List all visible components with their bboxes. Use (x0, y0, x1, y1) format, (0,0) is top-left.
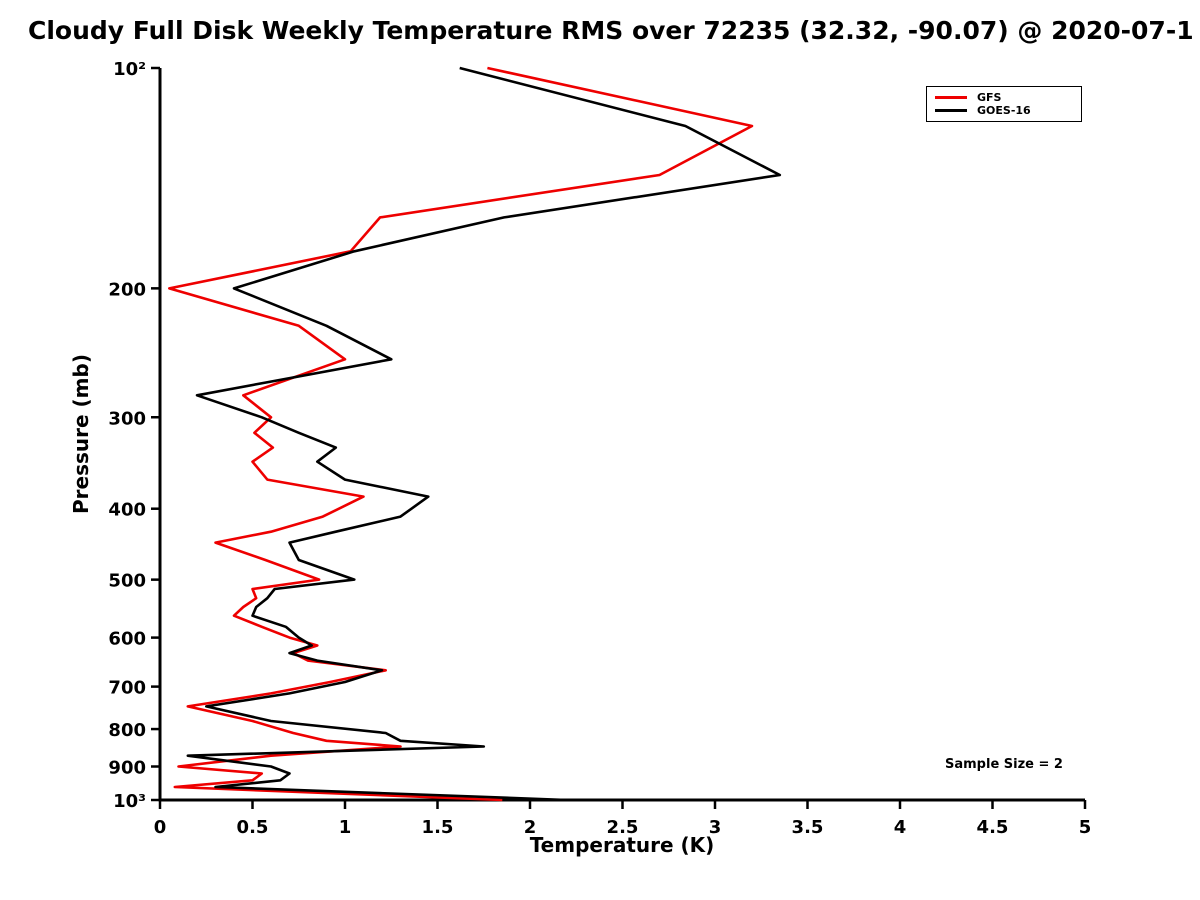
y-tick-label: 900 (108, 758, 146, 779)
y-tick-label: 300 (108, 408, 146, 429)
x-tick-label: 4.5 (977, 817, 1009, 838)
x-axis-label: Temperature (K) (530, 833, 715, 857)
y-tick-label: 200 (108, 279, 146, 300)
legend: GFS GOES-16 (926, 86, 1082, 122)
series-line-gfs (168, 66, 754, 802)
legend-entry-gfs: GFS (935, 92, 1073, 103)
legend-label-goes16: GOES-16 (977, 104, 1031, 118)
x-tick-label: 1 (339, 817, 352, 838)
chart-title: Cloudy Full Disk Weekly Temperature RMS … (28, 16, 1194, 45)
x-tick-label: 2 (524, 817, 537, 838)
goes16-line-swatch (935, 109, 967, 113)
y-tick-label: 10² (113, 59, 146, 80)
series-line-goes-16 (186, 66, 782, 802)
sample-size-annotation: Sample Size = 2 (945, 757, 1063, 772)
y-tick-label: 400 (108, 500, 146, 521)
legend-label-gfs: GFS (977, 90, 1002, 104)
y-tick-label: 10³ (113, 791, 146, 812)
y-tick-label: 500 (108, 571, 146, 592)
y-tick-label: 700 (108, 678, 146, 699)
y-tick-label: 600 (108, 629, 146, 650)
y-tick-label: 800 (108, 720, 146, 741)
x-tick-label: 2.5 (607, 817, 639, 838)
x-tick-label: 3 (709, 817, 722, 838)
x-tick-label: 0.5 (237, 817, 269, 838)
x-tick-label: 0 (154, 817, 167, 838)
gfs-line-swatch (935, 95, 967, 99)
legend-entry-goes16: GOES-16 (935, 105, 1073, 116)
x-tick-label: 5 (1079, 817, 1092, 838)
x-tick-label: 1.5 (422, 817, 454, 838)
x-tick-label: 3.5 (792, 817, 824, 838)
x-tick-label: 4 (894, 817, 907, 838)
y-axis-label: Pressure (mb) (69, 354, 93, 514)
